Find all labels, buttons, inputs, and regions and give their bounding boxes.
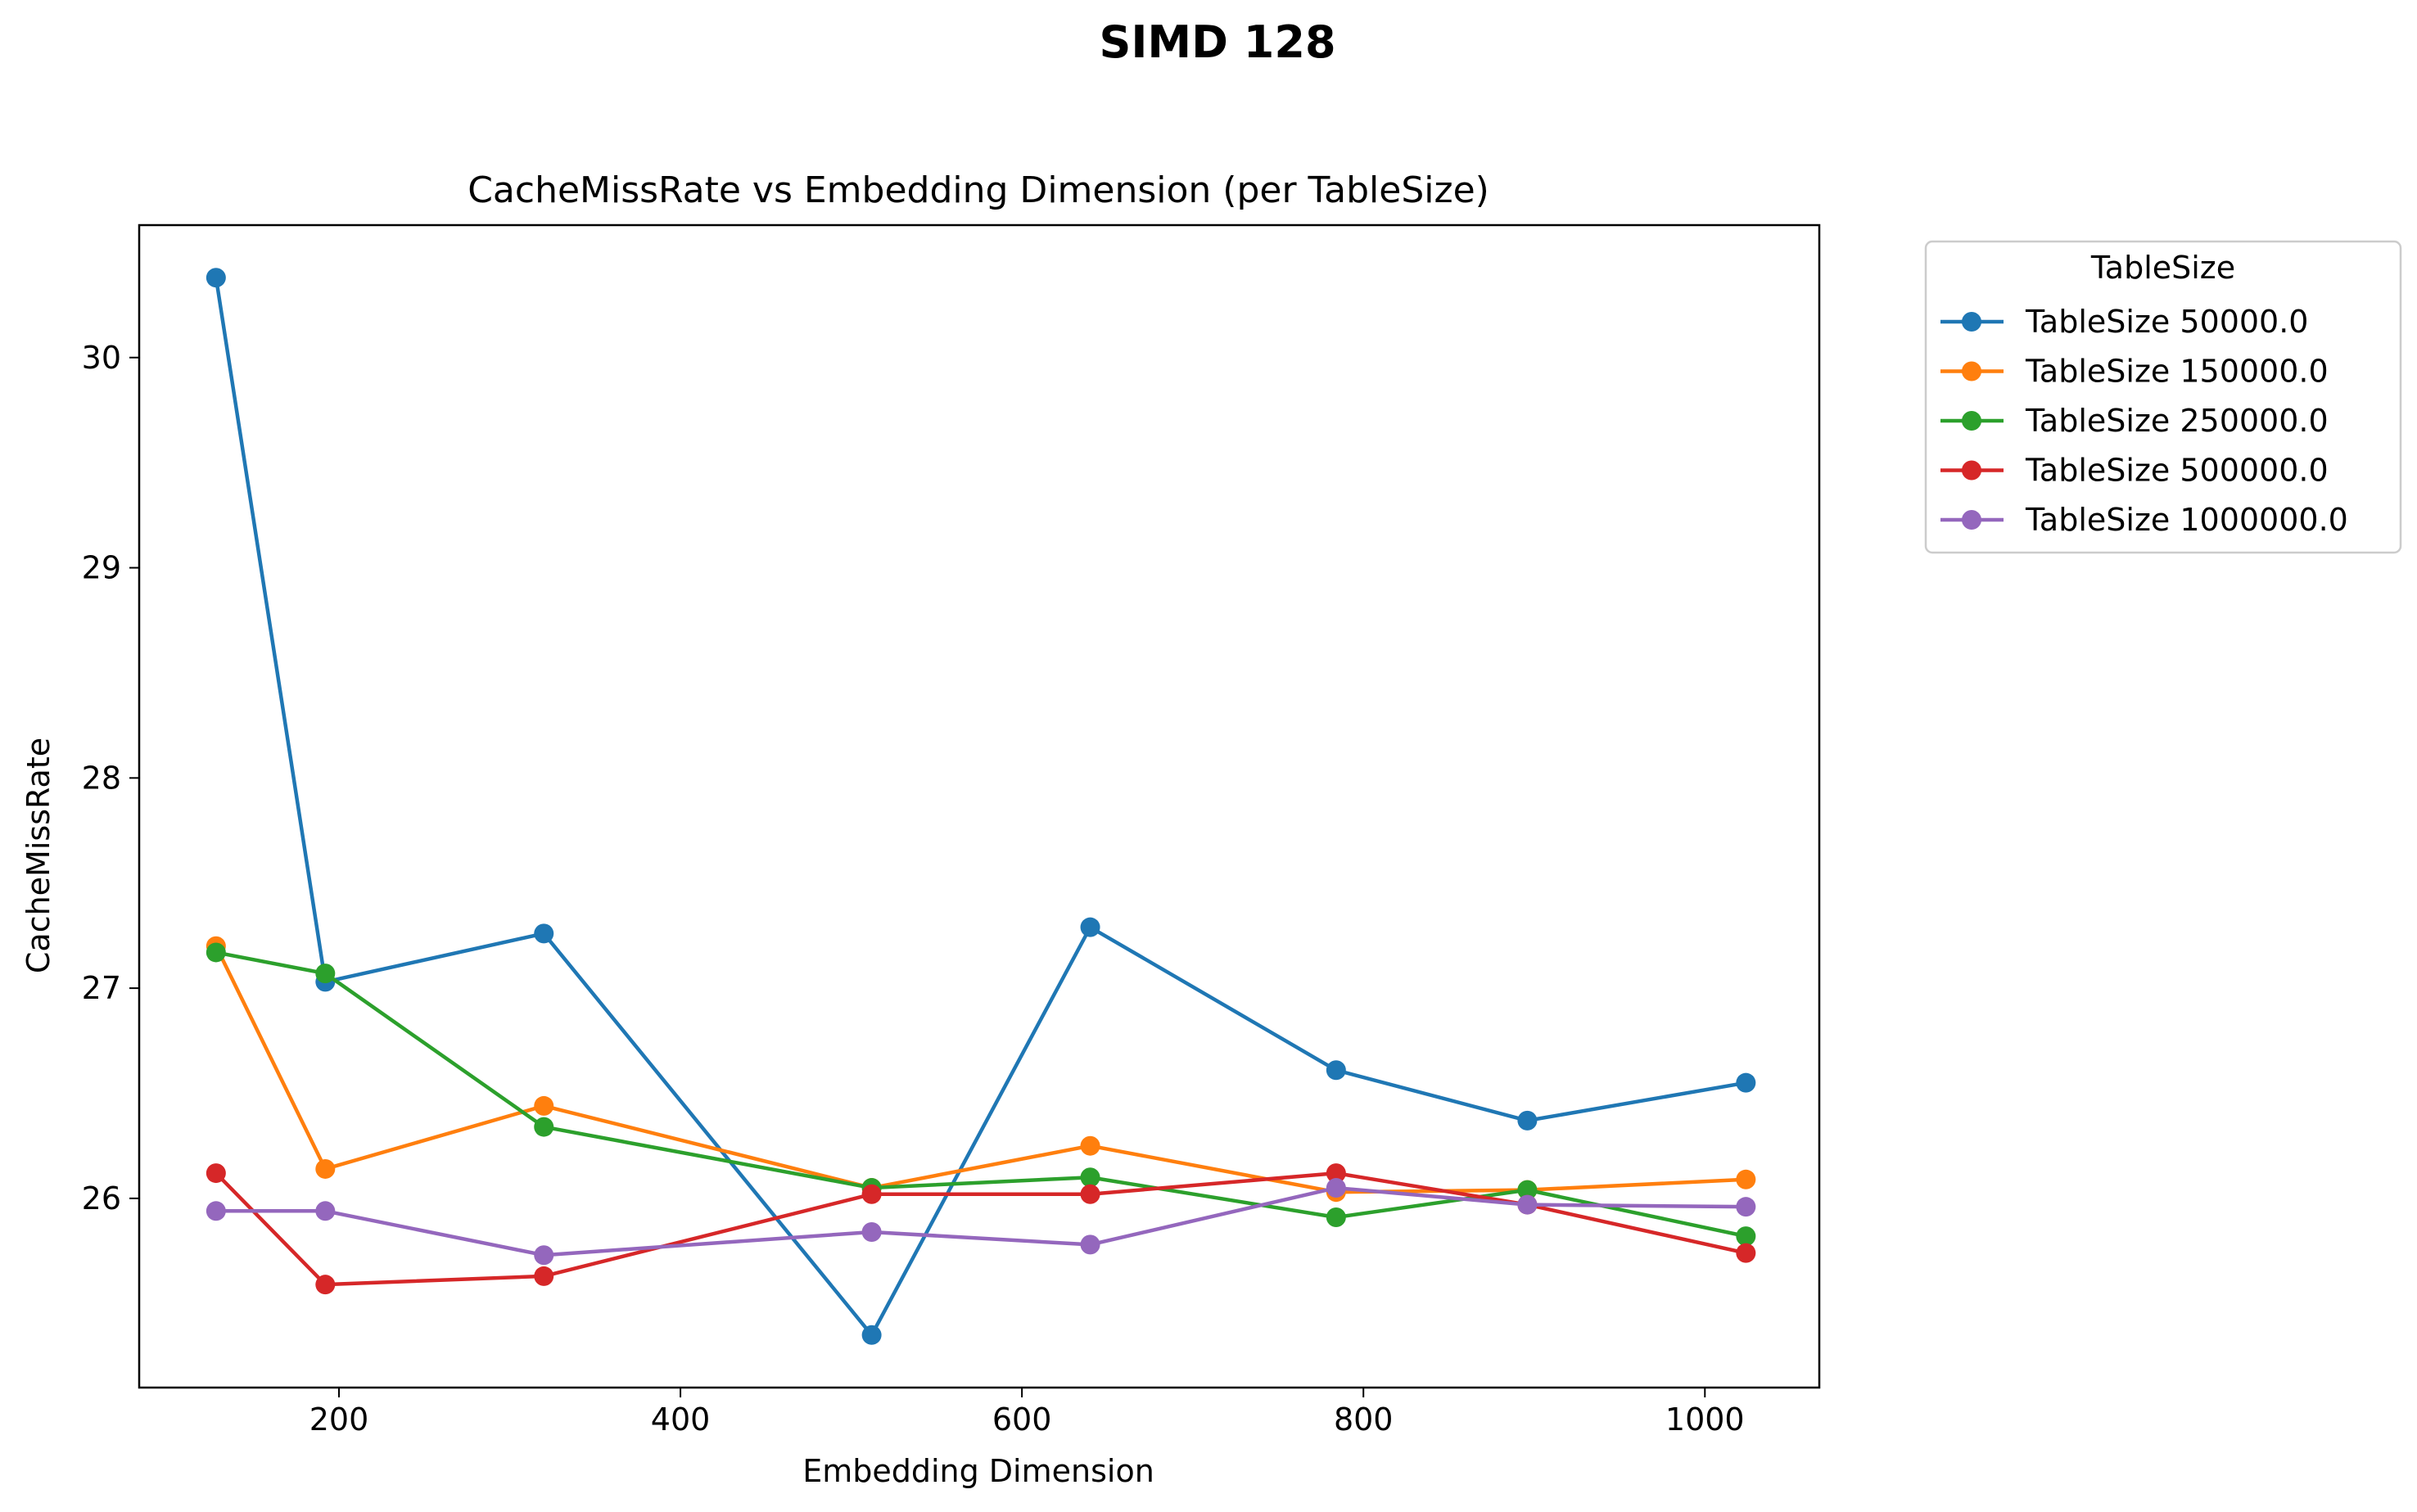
data-point [315,964,336,984]
data-point [315,1158,336,1179]
x-axis: 200 400 600 800 1000 [309,1388,1745,1438]
legend-marker [1962,460,1981,481]
data-point [1080,1167,1100,1188]
y-tick-label: 30 [82,340,121,376]
series-3 [206,942,1756,1247]
data-point [534,1117,554,1137]
series-line [214,277,1746,1338]
series-line [215,1171,1746,1287]
data-point [1080,1135,1100,1156]
data-point [1326,1178,1346,1198]
legend: TableSize TableSize 50000.0 TableSize 1500… [1924,240,2402,554]
data-point [315,1275,336,1295]
data-point [1326,1163,1346,1184]
legend-label: TableSize 50000.0 [2025,304,2309,340]
data-point [1080,917,1100,937]
y-tick-label: 27 [82,970,121,1006]
data-point [206,268,226,288]
legend-item: TableSize 500000.0 [1940,453,2329,489]
data-point [861,1325,882,1345]
data-point [206,942,226,963]
legend-item: TableSize 250000.0 [1940,403,2329,439]
legend-marker [1962,312,1981,332]
legend-marker [1962,510,1981,530]
data-point [534,1095,554,1116]
legend-box [1924,240,2402,554]
data-point [206,1163,226,1184]
legend-label: TableSize 250000.0 [2025,403,2329,439]
data-point [534,923,554,944]
y-tick-label: 26 [82,1180,121,1216]
x-tick-label: 400 [651,1401,711,1438]
data-point [1517,1110,1538,1131]
legend-marker [1962,361,1981,381]
data-point [206,1201,226,1221]
data-point [861,1221,882,1242]
x-tick-label: 600 [992,1401,1052,1438]
chart-title: CacheMissRate vs Embedding Dimension (pe… [468,169,1489,211]
figure-suptitle: SIMD 128 [1099,16,1335,68]
legend-item: TableSize 150000.0 [1940,354,2329,390]
x-tick-label: 1000 [1665,1401,1745,1438]
plot-frame [138,223,1821,1389]
legend-title: TableSize [2090,250,2235,286]
legend-marker [1962,411,1981,431]
data-point [1736,1226,1756,1247]
data-point [1326,1207,1346,1228]
x-tick-label: 200 [309,1401,369,1438]
data-point [1736,1243,1756,1263]
data-point [1736,1197,1756,1217]
series-line [214,945,1746,1194]
y-axis-label: CacheMissRate [20,738,56,973]
data-point [1736,1169,1756,1189]
legend-item: TableSize 50000.0 [1940,304,2309,340]
legend-item: TableSize 1000000.0 [1940,502,2348,538]
data-point [534,1245,554,1266]
series-layer [206,268,1756,1345]
legend-label: TableSize 150000.0 [2025,354,2329,390]
series-line [215,1185,1746,1257]
data-point [1517,1194,1538,1215]
series-1 [206,268,1756,1345]
y-tick-label: 28 [82,760,121,796]
data-point [1080,1184,1100,1204]
legend-label: TableSize 1000000.0 [2025,502,2348,538]
data-point [861,1184,882,1204]
y-axis: 26 27 28 29 30 [82,340,139,1216]
data-point [1326,1060,1346,1081]
data-point [1736,1072,1756,1093]
x-tick-label: 800 [1334,1401,1394,1438]
data-point [534,1266,554,1286]
data-point [315,1201,336,1221]
x-axis-label: Embedding Dimension [802,1453,1154,1489]
series-line [215,950,1746,1239]
legend-label: TableSize 500000.0 [2025,453,2329,489]
series-5 [206,1178,1756,1266]
y-tick-label: 29 [82,550,121,586]
data-point [1080,1234,1100,1255]
data-point [1517,1180,1538,1200]
